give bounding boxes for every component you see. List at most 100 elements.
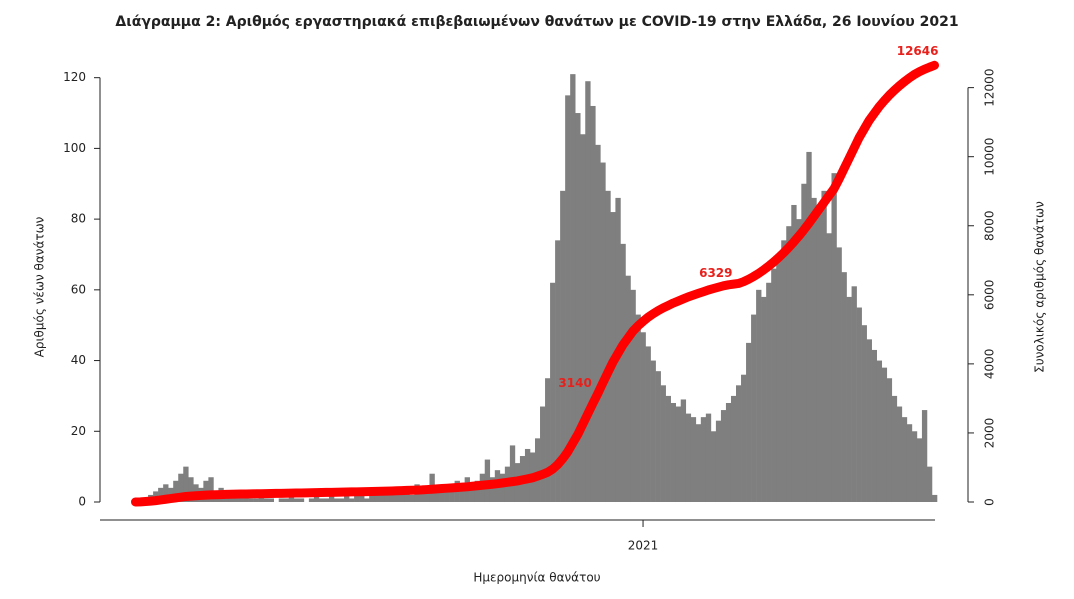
- y2-tick-label: 6000: [983, 280, 997, 311]
- bar: [916, 438, 923, 502]
- bar: [550, 282, 556, 502]
- bar: [364, 498, 370, 502]
- bar: [323, 498, 330, 502]
- y-tick-label: 80: [71, 212, 86, 226]
- bar: [725, 402, 732, 502]
- bar: [359, 494, 365, 502]
- bar: [821, 190, 827, 502]
- bar: [851, 286, 857, 502]
- bar: [776, 254, 782, 502]
- bar: [715, 420, 722, 502]
- bar: [459, 484, 465, 502]
- bar: [339, 498, 345, 502]
- bar: [685, 413, 692, 502]
- bar: [861, 325, 867, 502]
- bar: [781, 240, 787, 502]
- bar: [318, 498, 325, 502]
- bar: [796, 219, 802, 502]
- bar: [801, 183, 807, 502]
- bar: [836, 247, 842, 502]
- bar: [911, 431, 918, 502]
- y2-axis-title: Συνολικός αριθμός θανάτων: [1033, 201, 1047, 373]
- bar: [771, 268, 777, 502]
- bar: [705, 413, 712, 502]
- bar: [183, 466, 189, 502]
- bar: [308, 498, 315, 502]
- bar: [575, 113, 581, 502]
- y-tick-label: 40: [71, 353, 86, 367]
- bar: [178, 473, 184, 502]
- bar: [605, 190, 611, 502]
- bar: [313, 494, 320, 502]
- y2-tick-label: 10000: [983, 138, 997, 176]
- bar: [384, 494, 390, 502]
- bar: [806, 151, 812, 502]
- chart-title: Διάγραμμα 2: Αριθμός εργαστηριακά επιβεβ…: [115, 14, 958, 30]
- bar: [449, 487, 455, 502]
- bar: [741, 374, 747, 502]
- bar: [434, 491, 440, 502]
- bar: [901, 417, 908, 502]
- bar: [283, 498, 290, 502]
- bar: [876, 360, 883, 502]
- bar: [580, 134, 586, 503]
- bar: [700, 417, 707, 502]
- bar: [630, 289, 636, 502]
- data-label: 6329: [699, 266, 732, 280]
- bar: [695, 424, 702, 502]
- bar: [379, 494, 385, 502]
- bar: [238, 498, 244, 502]
- bar: [921, 410, 928, 502]
- bar: [831, 173, 837, 503]
- bar: [394, 494, 400, 502]
- bar: [444, 484, 450, 502]
- bar: [369, 494, 375, 502]
- bar: [268, 498, 274, 502]
- y2-tick-label: 8000: [983, 210, 997, 241]
- bar: [474, 480, 481, 502]
- bar: [188, 477, 194, 502]
- bar: [720, 410, 727, 502]
- bar: [509, 445, 516, 502]
- bar: [585, 81, 591, 502]
- bar: [751, 314, 757, 502]
- bar: [535, 438, 541, 502]
- bar: [570, 74, 576, 503]
- bar: [710, 431, 717, 502]
- bar: [926, 466, 933, 502]
- bar: [349, 498, 355, 502]
- data-label: 12646: [897, 44, 939, 58]
- bar: [856, 307, 862, 502]
- bar: [334, 498, 340, 502]
- bar: [278, 498, 285, 502]
- data-label: 3140: [558, 376, 591, 390]
- y-axis-title: Αριθμός νέων θανάτων: [33, 216, 47, 357]
- y2-tick-label: 12000: [983, 69, 997, 107]
- bar: [756, 289, 762, 502]
- bar: [816, 204, 822, 502]
- bar: [354, 494, 360, 502]
- y-tick-label: 0: [78, 495, 86, 509]
- bar: [404, 491, 410, 502]
- bar: [469, 484, 475, 502]
- bar: [690, 417, 697, 502]
- bar: [675, 406, 682, 502]
- bar: [540, 406, 546, 502]
- bar: [293, 498, 300, 502]
- bar: [409, 494, 415, 502]
- bar: [328, 494, 335, 502]
- bar: [243, 494, 249, 502]
- bar: [871, 349, 877, 502]
- bar: [665, 395, 671, 502]
- bar: [640, 332, 646, 502]
- bar: [645, 346, 651, 502]
- x-tick-label: 2021: [628, 539, 659, 553]
- bar: [746, 342, 752, 502]
- line: [131, 60, 939, 507]
- y2-tick-label: 4000: [983, 349, 997, 380]
- bar: [595, 144, 601, 502]
- bar: [635, 314, 641, 502]
- bar: [258, 494, 264, 502]
- y2-tick-label: 2000: [983, 418, 997, 449]
